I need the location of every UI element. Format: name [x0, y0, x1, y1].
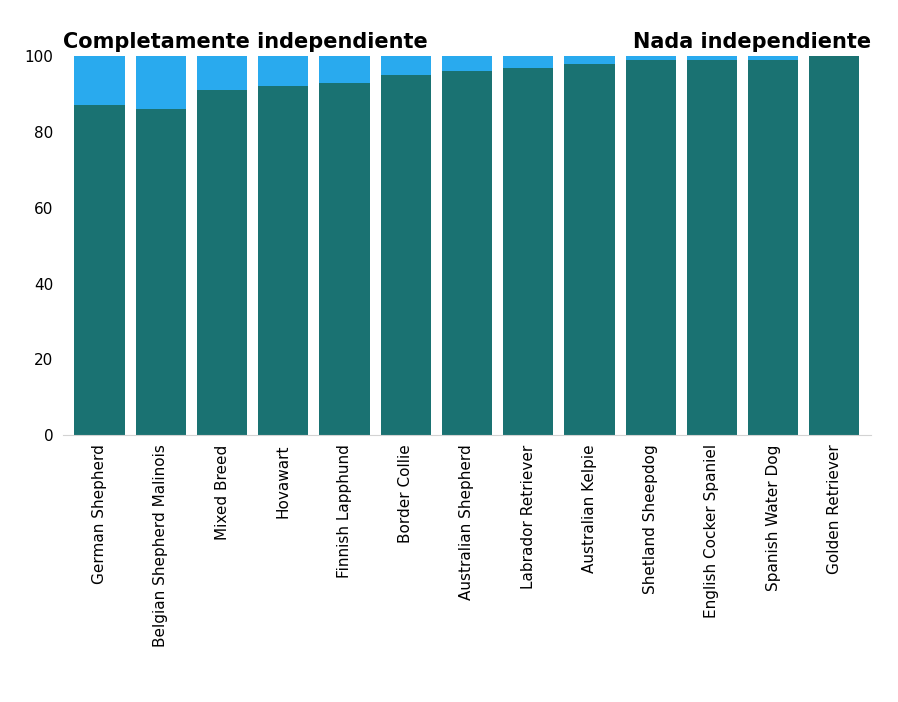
Bar: [258, 86, 308, 435]
Bar: [75, 56, 125, 105]
Bar: [687, 56, 737, 60]
Bar: [809, 56, 859, 435]
Bar: [748, 56, 798, 60]
Bar: [381, 56, 431, 75]
Text: Nada independiente: Nada independiente: [633, 32, 871, 53]
Bar: [503, 67, 553, 435]
Bar: [320, 56, 370, 83]
Bar: [197, 56, 247, 91]
Bar: [748, 60, 798, 435]
Bar: [626, 56, 675, 60]
Bar: [75, 105, 125, 435]
Bar: [442, 56, 492, 72]
Bar: [136, 110, 186, 435]
Bar: [136, 56, 186, 110]
Bar: [381, 75, 431, 435]
Bar: [626, 60, 675, 435]
Bar: [442, 72, 492, 435]
Bar: [258, 56, 308, 86]
Bar: [197, 91, 247, 435]
Bar: [564, 64, 614, 435]
Bar: [564, 56, 614, 64]
Bar: [687, 60, 737, 435]
Bar: [503, 56, 553, 67]
Bar: [320, 83, 370, 435]
Text: Completamente independiente: Completamente independiente: [63, 32, 427, 53]
